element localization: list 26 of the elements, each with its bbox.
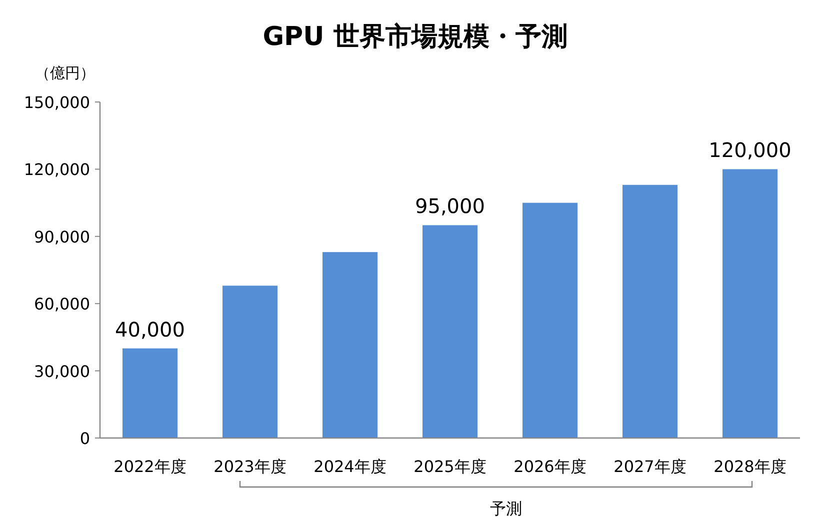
x-tick-label: 2026年度: [514, 457, 586, 476]
y-tick-label: 60,000: [34, 294, 90, 314]
bar: [522, 202, 578, 438]
data-label: 95,000: [415, 194, 485, 218]
x-tick-label: 2025年度: [414, 457, 486, 476]
x-tick-label: 2028年度: [714, 457, 786, 476]
chart-title: GPU 世界市場規模・予測: [262, 22, 568, 52]
data-label: 120,000: [708, 138, 792, 162]
bar: [722, 169, 778, 438]
bar: [122, 348, 178, 438]
bar: [622, 184, 678, 438]
y-tick-label: 120,000: [24, 160, 90, 180]
y-tick-label: 30,000: [34, 362, 90, 381]
y-tick-label: 150,000: [24, 93, 90, 112]
y-axis-title: （億円）: [35, 64, 95, 82]
x-tick-label: 2027年度: [614, 457, 686, 476]
y-tick-label: 0: [80, 429, 90, 448]
x-tick-label: 2023年度: [214, 457, 286, 476]
bar: [322, 252, 378, 438]
x-tick-label: 2024年度: [314, 457, 386, 476]
bar: [222, 286, 278, 438]
x-tick-label: 2022年度: [114, 457, 186, 476]
data-label: 40,000: [115, 317, 185, 342]
text: 予測: [490, 499, 522, 518]
y-tick-label: 90,000: [34, 227, 90, 246]
bar: [422, 225, 478, 438]
